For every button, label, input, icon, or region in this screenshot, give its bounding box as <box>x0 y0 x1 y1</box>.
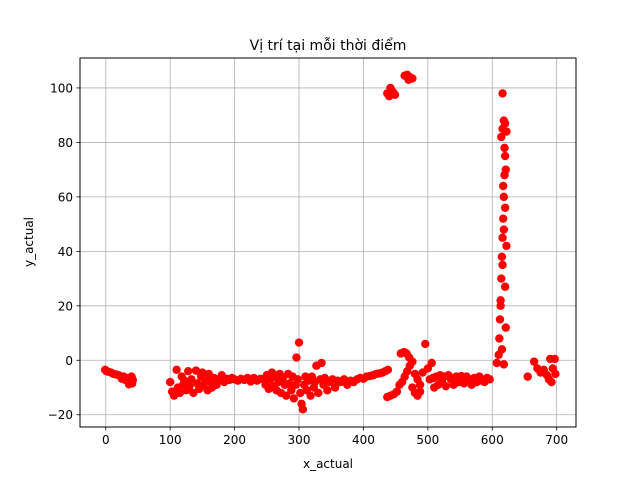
data-point <box>498 233 507 242</box>
data-point <box>293 375 302 384</box>
data-point <box>497 345 507 354</box>
data-point <box>175 388 185 398</box>
data-point <box>427 358 436 368</box>
data-point <box>497 252 507 261</box>
x-axis-ticks: 0 100 200 300 400 500 600 700 <box>102 427 568 447</box>
x-tick-label: 300 <box>288 433 311 447</box>
data-point <box>415 380 425 389</box>
data-point <box>501 165 510 174</box>
data-point <box>415 387 425 396</box>
data-point <box>198 368 207 377</box>
data-point <box>498 260 507 270</box>
data-point <box>501 323 510 332</box>
x-tick-label: 600 <box>481 433 504 447</box>
data-point <box>500 143 509 153</box>
y-tick-label: 40 <box>58 245 73 259</box>
data-point <box>298 405 308 414</box>
data-point <box>281 391 291 400</box>
data-point <box>383 365 393 375</box>
data-point <box>172 365 181 375</box>
data-point <box>421 339 430 349</box>
data-point <box>495 334 504 343</box>
data-point <box>495 315 505 324</box>
data-point <box>547 377 556 387</box>
y-tick-label: 80 <box>58 136 73 150</box>
data-point <box>529 357 539 366</box>
x-tick-label: 100 <box>159 433 182 447</box>
x-tick-label: 200 <box>223 433 246 447</box>
y-axis-label: y_actual <box>22 217 36 267</box>
data-point <box>314 388 323 398</box>
data-point <box>502 127 511 136</box>
data-point <box>499 360 509 369</box>
data-point <box>285 379 294 388</box>
data-point <box>392 387 402 396</box>
x-tick-label: 700 <box>545 433 568 447</box>
data-point <box>500 282 510 291</box>
data-point <box>500 151 510 161</box>
data-point <box>128 375 138 385</box>
data-point <box>551 369 560 379</box>
y-tick-label: 100 <box>50 81 73 95</box>
x-tick-label: 0 <box>102 433 110 447</box>
data-point <box>390 90 400 99</box>
y-tick-label: 0 <box>65 354 73 368</box>
data-point <box>492 358 501 368</box>
data-point <box>496 301 505 311</box>
y-axis-ticks: −20 0 20 40 60 80 100 <box>48 81 80 422</box>
data-point <box>306 391 315 400</box>
x-tick-label: 500 <box>416 433 439 447</box>
data-point <box>184 366 193 376</box>
data-point <box>404 75 413 84</box>
y-tick-label: −20 <box>48 408 73 422</box>
y-tick-label: 60 <box>58 190 73 204</box>
data-point <box>499 225 509 234</box>
data-point <box>330 383 340 392</box>
data-point <box>499 214 508 223</box>
data-point <box>499 181 508 191</box>
data-point <box>498 89 507 98</box>
data-point <box>497 132 506 142</box>
chart-title: Vị trí tại mỗi thời điểm <box>250 37 407 54</box>
data-point <box>497 274 506 283</box>
data-point <box>441 381 451 391</box>
data-point <box>294 338 304 347</box>
data-point <box>550 354 559 364</box>
x-tick-label: 400 <box>352 433 375 447</box>
data-point <box>408 357 417 366</box>
data-point <box>317 358 326 368</box>
data-point <box>289 394 299 403</box>
data-point <box>523 372 532 381</box>
data-point <box>296 388 305 398</box>
y-tick-label: 20 <box>58 299 73 313</box>
data-point <box>117 374 127 383</box>
axes-frame <box>79 57 577 428</box>
data-point <box>500 203 510 212</box>
data-point <box>485 375 494 384</box>
data-point <box>191 366 201 375</box>
data-point <box>500 119 510 128</box>
data-point <box>185 381 194 391</box>
data-point <box>502 241 511 251</box>
data-point <box>323 386 332 395</box>
grid-lines <box>80 58 576 427</box>
data-point <box>499 192 509 202</box>
data-points <box>100 70 560 414</box>
data-point <box>292 353 301 362</box>
data-point <box>165 377 175 387</box>
data-point <box>180 376 189 385</box>
x-axis-label: x_actual <box>303 457 353 471</box>
